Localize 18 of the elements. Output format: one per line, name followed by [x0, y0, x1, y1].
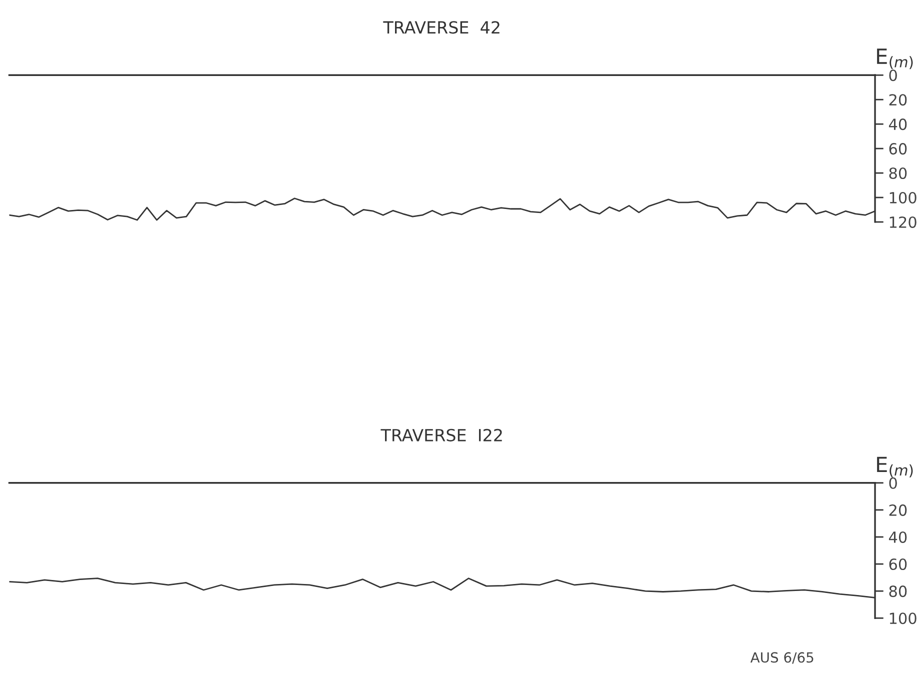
y-tick-label: 40 [888, 531, 907, 543]
y-tick-label: 0 [889, 70, 897, 82]
y-tick-label: 80 [889, 167, 907, 180]
text: AUS 6/65 [750, 652, 814, 664]
y-tick-label: 20 [889, 504, 907, 516]
y-tick-label: 60 [889, 143, 907, 155]
chart-title: TRAVERSE 42 [383, 21, 500, 34]
chart-title: TRAVERSE I22 [380, 428, 502, 442]
y-axis-title: E$_{(m)}$ [877, 48, 913, 70]
y-tick-label: 120 [890, 216, 916, 228]
y-tick-label: 0 [889, 477, 897, 489]
y-tick-label: 100 [890, 612, 916, 624]
y-tick-label: 40 [888, 118, 907, 130]
y-tick-label: 100 [890, 192, 916, 204]
y-tick-label: 20 [889, 94, 907, 106]
y-tick-label: 80 [889, 586, 907, 598]
y-axis-title: E$_{(m)}$ [877, 456, 913, 478]
y-tick-label: 60 [889, 558, 907, 570]
